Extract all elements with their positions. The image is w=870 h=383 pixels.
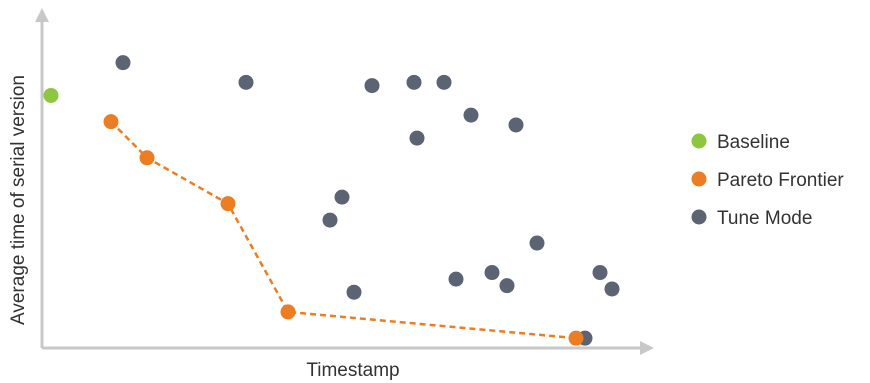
tune-mode-point-9 (436, 74, 452, 90)
plot-area (43, 55, 620, 346)
pareto-frontier-point-4 (280, 304, 296, 320)
tune-mode-point-2 (238, 74, 254, 90)
tune-mode-point-15 (529, 235, 545, 251)
pareto-frontier-point-5 (568, 330, 584, 346)
tune-mode-point-1 (115, 55, 131, 71)
tune-mode-point-6 (364, 78, 380, 94)
legend-label-tune-mode: Tune Mode (717, 208, 812, 229)
tune-mode-point-17 (592, 265, 608, 281)
tune-mode-point-18 (604, 281, 620, 297)
legend: Baseline Pareto Frontier Tune Mode (691, 132, 844, 229)
tune-mode-point-5 (346, 284, 362, 300)
legend-label-baseline: Baseline (717, 132, 790, 153)
tune-mode-point-10 (448, 271, 464, 287)
tune-mode-point-3 (322, 212, 338, 228)
x-axis-arrow (640, 341, 654, 355)
tune-mode-point-11 (463, 107, 479, 123)
legend-item-pareto-frontier: Pareto Frontier (691, 170, 844, 191)
legend-marker-pareto-frontier (691, 171, 707, 187)
y-axis-arrow (35, 8, 49, 22)
x-axis-label: Timestamp (306, 360, 399, 381)
legend-label-pareto-frontier: Pareto Frontier (717, 170, 844, 191)
tune-mode-point-14 (508, 117, 524, 133)
tune-mode-point-7 (406, 74, 422, 90)
tune-mode-point-4 (334, 189, 350, 205)
tune-mode-point-13 (499, 278, 515, 294)
baseline-point-1 (43, 87, 59, 103)
legend-marker-baseline (691, 133, 707, 149)
legend-marker-tune-mode (691, 209, 707, 225)
pareto-frontier-point-3 (220, 196, 236, 212)
pareto-frontier-point-2 (139, 150, 155, 166)
tune-mode-point-8 (409, 130, 425, 146)
legend-item-tune-mode: Tune Mode (691, 208, 812, 229)
tune-mode-point-12 (484, 265, 500, 281)
legend-item-baseline: Baseline (691, 132, 790, 153)
y-axis-label: Average time of serial version (8, 75, 29, 325)
pareto-frontier-line (110, 120, 577, 340)
pareto-frontier-point-1 (103, 114, 119, 130)
axes (35, 8, 654, 355)
